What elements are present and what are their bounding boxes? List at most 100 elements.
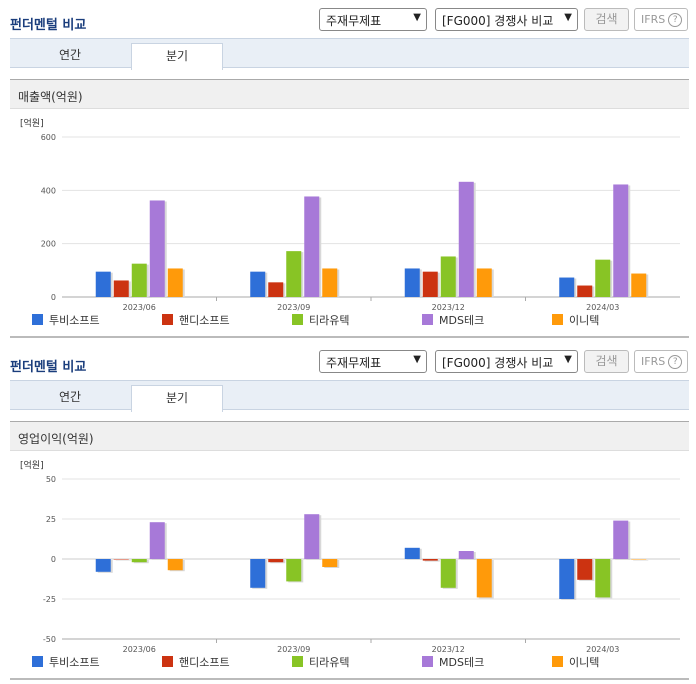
legend-label: 티라유텍 bbox=[309, 656, 349, 669]
legend-label: 투비소프트 bbox=[49, 314, 100, 327]
bar-핸디소프트-2023-09[interactable] bbox=[268, 559, 284, 563]
unit-label: [억원] bbox=[20, 117, 44, 129]
bar-mds테크-2023-12[interactable] bbox=[458, 181, 474, 297]
bar-투비소프트-2023-12[interactable] bbox=[404, 547, 420, 559]
bar-shadow bbox=[115, 560, 131, 561]
metric-bar: 영업이익(억원) bbox=[10, 421, 689, 451]
tab-annual[interactable]: 연간 bbox=[58, 48, 82, 62]
bar-mds테크-2024-03[interactable] bbox=[613, 184, 629, 297]
legend-label: 투비소프트 bbox=[49, 656, 100, 669]
legend-label: MDS테크 bbox=[439, 656, 484, 669]
bar-핸디소프트-2023-12[interactable] bbox=[422, 559, 438, 561]
tab-quarterly[interactable]: 분기 bbox=[131, 385, 223, 412]
y-tick-label: 25 bbox=[46, 515, 56, 524]
legend-item-투비소프트[interactable]: 투비소프트 bbox=[32, 314, 100, 327]
y-tick-label: -50 bbox=[43, 635, 56, 644]
search-button[interactable]: 검색 bbox=[584, 8, 629, 31]
legend-label: 핸디소프트 bbox=[179, 314, 230, 327]
bar-투비소프트-2024-03[interactable] bbox=[559, 277, 575, 297]
x-tick-label: 2023/12 bbox=[432, 303, 465, 312]
legend-label: MDS테크 bbox=[439, 314, 484, 327]
bar-핸디소프트-2024-03[interactable] bbox=[577, 285, 593, 297]
y-tick-label: 400 bbox=[41, 186, 56, 195]
bar-티라유텍-2023-06[interactable] bbox=[131, 263, 147, 297]
bar-mds테크-2023-06[interactable] bbox=[149, 522, 165, 559]
x-tick-label: 2023/06 bbox=[123, 303, 156, 312]
legend-item-mds테크[interactable]: MDS테크 bbox=[422, 656, 484, 669]
unit-label: [억원] bbox=[20, 459, 44, 471]
search-button[interactable]: 검색 bbox=[584, 350, 629, 373]
bar-이니텍-2024-03[interactable] bbox=[631, 273, 647, 297]
statement-select[interactable]: 주재무제표 ▼ bbox=[319, 8, 427, 31]
bar-핸디소프트-2023-09[interactable] bbox=[268, 282, 284, 297]
metric-bar: 매출액(억원) bbox=[10, 79, 689, 109]
bar-티라유텍-2023-06[interactable] bbox=[131, 559, 147, 563]
question-icon: ? bbox=[668, 355, 683, 369]
legend-item-티라유텍[interactable]: 티라유텍 bbox=[292, 656, 349, 669]
bar-핸디소프트-2023-06[interactable] bbox=[113, 280, 129, 297]
ifrs-button[interactable]: IFRS? bbox=[634, 8, 688, 31]
chevron-down-icon: ▼ bbox=[564, 354, 572, 365]
y-tick-label: 200 bbox=[41, 240, 56, 249]
legend-swatch bbox=[162, 314, 173, 325]
legend-label: 이니텍 bbox=[569, 656, 599, 669]
y-tick-label: 0 bbox=[51, 555, 56, 564]
bar-핸디소프트-2024-03[interactable] bbox=[577, 559, 593, 580]
tab-quarterly[interactable]: 분기 bbox=[131, 43, 223, 70]
bar-핸디소프트-2023-12[interactable] bbox=[422, 271, 438, 297]
bar-티라유텍-2023-12[interactable] bbox=[440, 559, 456, 588]
statement-select[interactable]: 주재무제표 ▼ bbox=[319, 350, 427, 373]
bar-mds테크-2024-03[interactable] bbox=[613, 520, 629, 559]
legend-item-핸디소프트[interactable]: 핸디소프트 bbox=[162, 314, 230, 327]
bar-투비소프트-2023-09[interactable] bbox=[250, 271, 266, 297]
bar-mds테크-2023-09[interactable] bbox=[304, 514, 320, 559]
chevron-down-icon: ▼ bbox=[564, 12, 572, 23]
legend-item-mds테크[interactable]: MDS테크 bbox=[422, 314, 484, 327]
group-select-value: [FG000] 경쟁사 비교 bbox=[442, 356, 554, 370]
bar-투비소프트-2023-12[interactable] bbox=[404, 268, 420, 297]
chevron-down-icon: ▼ bbox=[413, 354, 421, 365]
ifrs-button[interactable]: IFRS? bbox=[634, 350, 688, 373]
group-select[interactable]: [FG000] 경쟁사 비교 ▼ bbox=[435, 350, 578, 373]
y-tick-label: -25 bbox=[43, 595, 56, 604]
chart-title: 매출액(억원) bbox=[18, 90, 83, 104]
bar-이니텍-2023-09[interactable] bbox=[322, 559, 338, 567]
bar-투비소프트-2023-06[interactable] bbox=[95, 271, 111, 297]
bar-티라유텍-2023-12[interactable] bbox=[440, 256, 456, 297]
revenue-chart: [억원] 0 200 400 600 2023/06 2023/09 2023/12 2024/… bbox=[20, 117, 680, 327]
bar-티라유텍-2024-03[interactable] bbox=[595, 259, 611, 297]
legend-swatch bbox=[292, 656, 303, 667]
fundamental-section-operating-profit: 펀더멘털 비교 주재무제표 ▼ [FG000] 경쟁사 비교 ▼ 검색 IFRS? … bbox=[0, 342, 696, 684]
legend-item-이니텍[interactable]: 이니텍 bbox=[552, 656, 599, 669]
bar-투비소프트-2023-09[interactable] bbox=[250, 559, 266, 588]
legend-swatch bbox=[552, 656, 563, 667]
bar-이니텍-2023-12[interactable] bbox=[476, 559, 492, 598]
bar-mds테크-2023-12[interactable] bbox=[458, 551, 474, 559]
bar-이니텍-2023-12[interactable] bbox=[476, 268, 492, 297]
bar-투비소프트-2024-03[interactable] bbox=[559, 559, 575, 599]
bar-이니텍-2023-06[interactable] bbox=[167, 559, 183, 571]
bar-티라유텍-2024-03[interactable] bbox=[595, 559, 611, 598]
bar-이니텍-2024-03[interactable] bbox=[631, 559, 647, 560]
x-tick-label: 2024/03 bbox=[586, 645, 619, 654]
bar-mds테크-2023-09[interactable] bbox=[304, 196, 320, 297]
bar-mds테크-2023-06[interactable] bbox=[149, 200, 165, 297]
legend-swatch bbox=[422, 314, 433, 325]
legend-swatch bbox=[292, 314, 303, 325]
legend-item-투비소프트[interactable]: 투비소프트 bbox=[32, 656, 100, 669]
bar-티라유텍-2023-09[interactable] bbox=[286, 251, 302, 297]
bar-투비소프트-2023-06[interactable] bbox=[95, 559, 111, 572]
fundamental-section-revenue: 펀더멘털 비교 주재무제표 ▼ [FG000] 경쟁사 비교 ▼ 검색 IFRS? … bbox=[10, 8, 689, 338]
bar-이니텍-2023-09[interactable] bbox=[322, 268, 338, 297]
legend-item-핸디소프트[interactable]: 핸디소프트 bbox=[162, 656, 230, 669]
ifrs-label: IFRS bbox=[641, 355, 666, 368]
period-tabs: 연간 분기 bbox=[10, 380, 689, 412]
group-select[interactable]: [FG000] 경쟁사 비교 ▼ bbox=[435, 8, 578, 31]
legend-swatch bbox=[32, 656, 43, 667]
legend-item-티라유텍[interactable]: 티라유텍 bbox=[292, 314, 349, 327]
bar-이니텍-2023-06[interactable] bbox=[167, 268, 183, 297]
legend-item-이니텍[interactable]: 이니텍 bbox=[552, 314, 599, 327]
bar-티라유텍-2023-09[interactable] bbox=[286, 559, 302, 582]
tab-annual[interactable]: 연간 bbox=[58, 390, 82, 404]
bar-핸디소프트-2023-06[interactable] bbox=[113, 559, 129, 560]
